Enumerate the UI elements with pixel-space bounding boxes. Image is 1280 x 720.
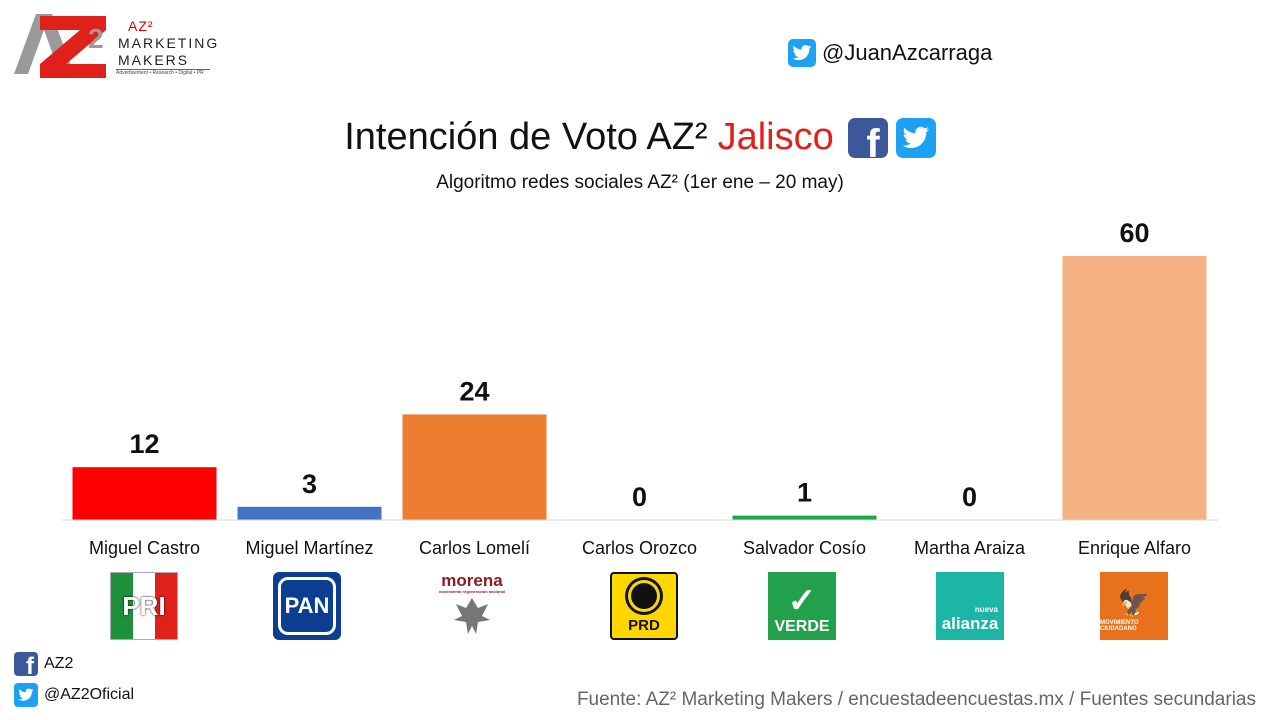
alianza-logo-text: alianza [941, 614, 999, 633]
social-links: f AZ2 @AZ2Oficial [14, 650, 134, 712]
chart-subtitle: Algoritmo redes sociales AZ² (1er ene – … [436, 172, 844, 193]
eagle-icon [454, 598, 490, 634]
twitter-link[interactable]: @AZ2Oficial [14, 681, 134, 709]
alianza-logo-prefix: nueva [974, 605, 998, 614]
bar-value-label: 24 [459, 376, 489, 406]
mc-logo-text: MOVIMIENTO CIUDADANO [1100, 620, 1139, 632]
category-label: Salvador Cosío [743, 538, 866, 558]
bar-value-label: 3 [302, 469, 317, 499]
source-note: Fuente: AZ² Marketing Makers / encuestad… [576, 689, 1256, 710]
bar-value-label: 12 [129, 429, 159, 459]
pri-logo-text: PRI [122, 590, 166, 621]
bars-group [72, 256, 1207, 520]
facebook-label: AZ2 [44, 655, 74, 672]
logo-divider [116, 69, 210, 70]
title-region: Jalisco [717, 116, 834, 158]
check-icon: ✓ [787, 582, 817, 620]
category-label: Carlos Orozco [582, 538, 697, 558]
bar-0 [72, 467, 217, 520]
bar-value-label: 0 [632, 482, 647, 512]
labels-group: 12 Miguel Castro 3 Miguel Martínez 24 Carlos … [89, 218, 1191, 558]
bar-chart: 12 Miguel Castro 3 Miguel Martínez 24 Carlos … [62, 218, 1218, 558]
title-social-icons: f [847, 117, 936, 158]
sun-icon [631, 582, 657, 609]
logo-line-2: MAKERS [118, 52, 190, 68]
chart-title: Intención de Voto AZ² Jalisco f [0, 116, 1280, 159]
verde-logo: ✓ VERDE [768, 572, 836, 640]
category-label: Enrique Alfaro [1078, 538, 1191, 558]
logo-superscript: AZ² [128, 18, 154, 34]
movimiento-ciudadano-logo: 🦅 MOVIMIENTO CIUDADANO [1100, 572, 1168, 640]
bar-value-label: 60 [1119, 218, 1149, 248]
twitter-label: @AZ2Oficial [44, 686, 135, 703]
morena-logo: morena movimiento regeneración nacional [438, 572, 506, 640]
bar-value-label: 1 [797, 478, 812, 508]
logo-line-1: MARKETING [118, 35, 220, 51]
category-label: Martha Araiza [914, 538, 1026, 558]
bar-2 [402, 414, 547, 520]
logo-tagline: Advertisement • Research • Digital • PR [116, 70, 204, 76]
verde-logo-text: VERDE [774, 618, 830, 635]
facebook-icon: f [14, 652, 38, 676]
bar-4 [732, 515, 877, 520]
nueva-alianza-logo: nueva alianza [936, 572, 1004, 640]
twitter-handle-text: @JuanAzcarraga [822, 40, 993, 65]
az2-logo-icon: 2 [14, 14, 106, 78]
pan-logo: PAN [273, 572, 341, 640]
twitter-icon [14, 683, 38, 707]
pri-logo: PRI [110, 572, 178, 640]
bar-value-label: 0 [962, 482, 977, 512]
twitter-handle-top[interactable]: @JuanAzcarraga [788, 38, 992, 68]
morena-logo-text: morena [441, 571, 503, 590]
svg-text:2: 2 [88, 23, 104, 54]
bar-6 [1062, 256, 1207, 520]
twitter-icon[interactable] [895, 117, 936, 158]
category-label: Miguel Martínez [245, 538, 373, 558]
eagle-icon: 🦅 [1117, 588, 1151, 618]
facebook-link[interactable]: f AZ2 [14, 650, 134, 678]
morena-logo-subtext: movimiento regeneración nacional [438, 589, 506, 594]
prd-logo-text: PRD [628, 616, 660, 634]
az2-logo: 2 AZ² MARKETING MAKERS Advertisement • R… [10, 8, 217, 80]
bar-1 [237, 506, 382, 520]
pan-logo-text: PAN [284, 593, 330, 618]
facebook-icon[interactable]: f [847, 117, 888, 158]
category-label: Carlos Lomelí [419, 538, 530, 558]
title-main: Intención de Voto AZ² [344, 116, 708, 158]
twitter-icon [788, 39, 816, 67]
prd-logo: PRD [610, 572, 678, 640]
category-label: Miguel Castro [89, 538, 200, 558]
